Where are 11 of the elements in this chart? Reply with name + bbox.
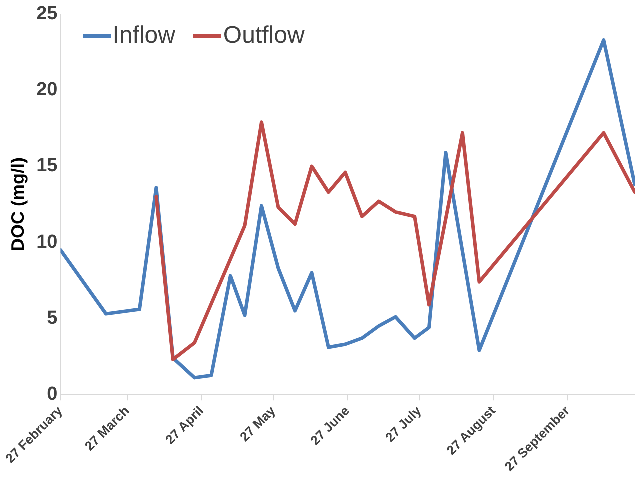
x-tick-label: 27 July	[382, 402, 425, 446]
y-tick-label: 20	[36, 80, 58, 101]
legend-label: Inflow	[112, 22, 176, 50]
y-tick-label: 5	[47, 308, 58, 329]
legend-label: Outflow	[223, 22, 305, 50]
y-tick-label: 10	[36, 232, 58, 253]
y-axis-title: DOC (mg/l)	[8, 158, 28, 252]
y-tick-label: 15	[36, 156, 58, 177]
y-tick-label: 25	[36, 4, 58, 25]
y-tick-label: 0	[47, 384, 58, 405]
x-tick-label: 27 May	[237, 402, 279, 445]
